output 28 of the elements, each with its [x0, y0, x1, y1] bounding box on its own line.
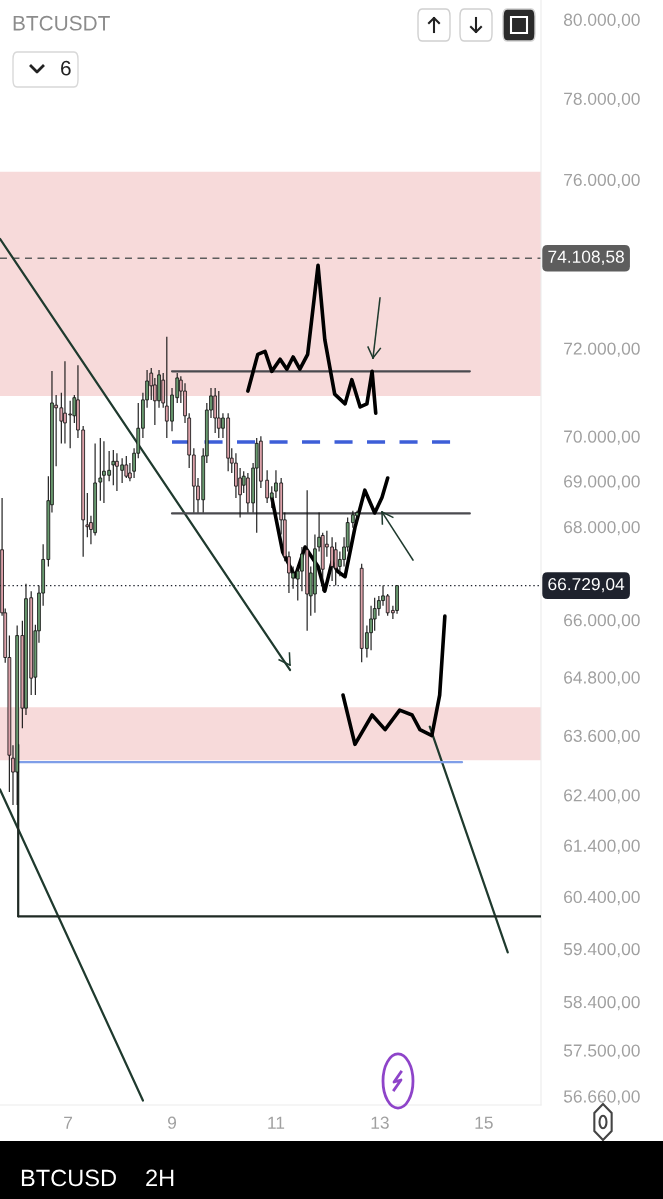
y-tick-label: 59.400,00 — [563, 942, 640, 958]
y-tick-label: 78.000,00 — [564, 92, 640, 107]
x-tick-label: 9 — [168, 1116, 177, 1129]
y-tick-label: 72.000,00 — [564, 342, 640, 357]
y-tick-label: 60.400,00 — [564, 890, 640, 906]
y-tick-label: 70.000,00 — [564, 430, 640, 445]
y-tick-label: 69.000,00 — [564, 475, 640, 490]
x-tick-label: 11 — [268, 1116, 285, 1129]
text: BTCUSDT — [13, 15, 110, 31]
annotation: 6 — [61, 60, 71, 76]
ref-line-label: 74.108,58 — [548, 250, 624, 265]
y-tick-label: 63.600,00 — [564, 729, 640, 745]
ref-line-label: 66.729,04 — [548, 577, 625, 593]
y-tick-label: 80.000,00 — [563, 13, 640, 28]
x-tick-label: 15 — [475, 1116, 493, 1129]
y-tick-label: 68.000,00 — [564, 520, 640, 536]
y-tick-label: 61.400,00 — [564, 839, 640, 854]
y-tick-label: 56.660,00 — [563, 1090, 640, 1105]
y-tick-label: 58.400,00 — [563, 995, 640, 1011]
y-tick-label: 64.800,00 — [564, 671, 640, 686]
text: BTCUSD — [21, 1169, 116, 1187]
y-tick-label: 66.000,00 — [564, 614, 640, 629]
x-tick-label: 7 — [64, 1116, 73, 1129]
y-tick-label: 57.500,00 — [563, 1044, 640, 1059]
text: 2H — [146, 1169, 174, 1187]
y-tick-label: 76.000,00 — [564, 173, 640, 189]
y-tick-label: 62.400,00 — [564, 789, 640, 804]
x-tick-label: 13 — [371, 1116, 389, 1129]
